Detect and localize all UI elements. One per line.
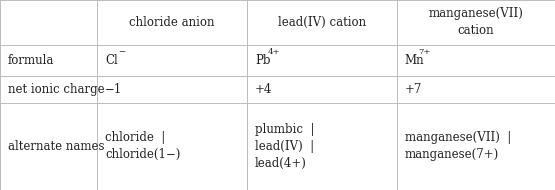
Text: +4: +4 xyxy=(255,83,273,96)
Text: +7: +7 xyxy=(405,83,422,96)
Text: plumbic  |
lead(IV)  |
lead(4+): plumbic | lead(IV) | lead(4+) xyxy=(255,123,314,170)
Text: formula: formula xyxy=(8,54,54,67)
Text: chloride  |
chloride(1−): chloride | chloride(1−) xyxy=(105,131,180,161)
Text: chloride anion: chloride anion xyxy=(129,16,215,29)
Text: Cl: Cl xyxy=(105,54,118,67)
Text: manganese(VII)
cation: manganese(VII) cation xyxy=(428,7,523,37)
Text: Pb: Pb xyxy=(255,54,270,67)
Text: manganese(VII)  |
manganese(7+): manganese(VII) | manganese(7+) xyxy=(405,131,511,161)
Text: −: − xyxy=(118,48,125,56)
Text: 4+: 4+ xyxy=(268,48,281,56)
Text: 7+: 7+ xyxy=(418,48,430,56)
Text: lead(IV) cation: lead(IV) cation xyxy=(278,16,366,29)
Text: Mn: Mn xyxy=(405,54,425,67)
Text: −1: −1 xyxy=(105,83,122,96)
Text: alternate names: alternate names xyxy=(8,140,104,153)
Text: net ionic charge: net ionic charge xyxy=(8,83,105,96)
